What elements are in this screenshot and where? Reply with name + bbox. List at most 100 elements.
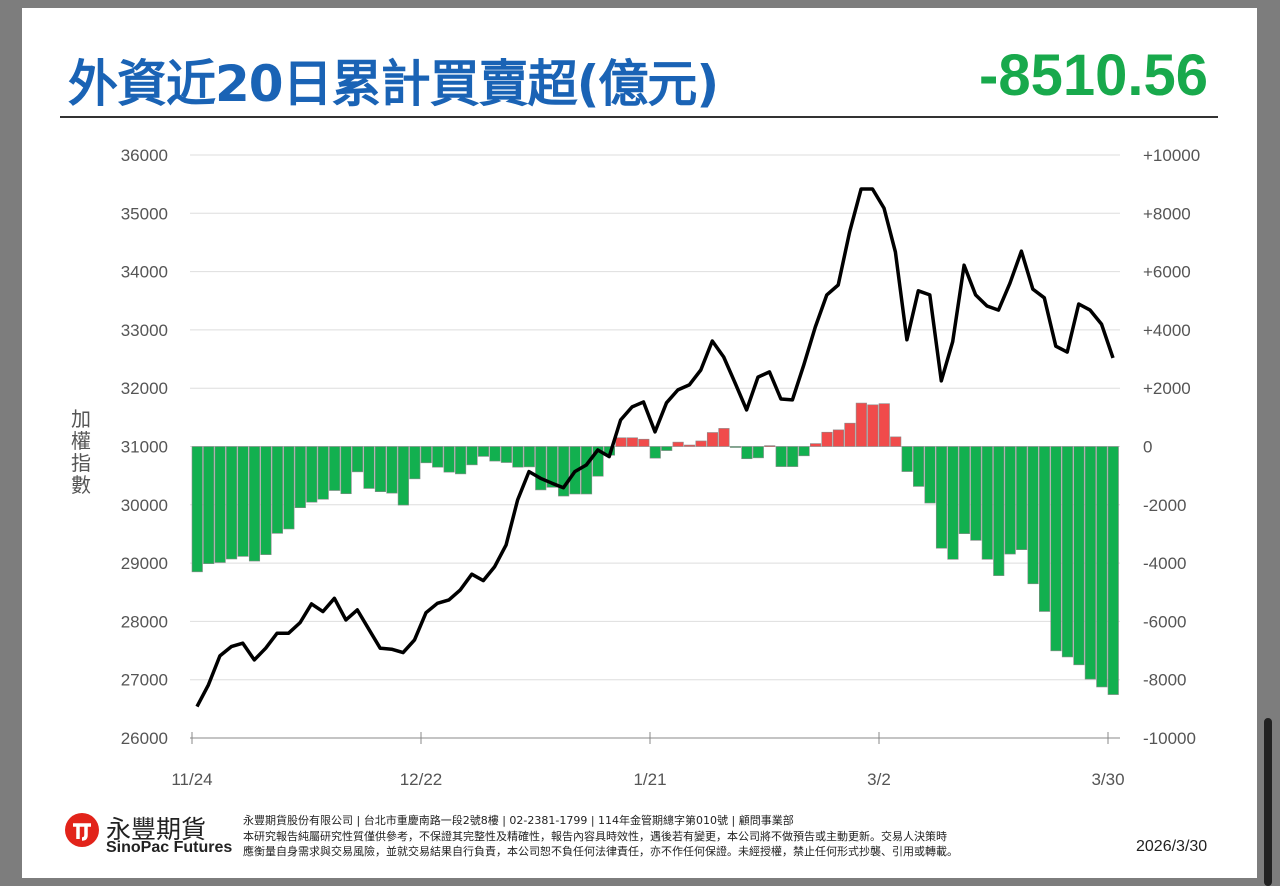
bar-sell: [970, 446, 982, 541]
bar-sell: [523, 446, 535, 468]
bar-sell: [947, 446, 959, 560]
bar-sell: [981, 446, 993, 560]
bar-sell: [592, 446, 604, 477]
left-axis-tick-label: 28000: [121, 612, 168, 631]
bar-sell: [432, 446, 444, 468]
right-axis-tick-label: -8000: [1143, 671, 1186, 690]
bar-buy: [706, 432, 719, 447]
bar-sell: [649, 446, 661, 459]
brand-name-zh: 永豐期貨: [106, 815, 207, 844]
x-axis-tick-label: 12/22: [400, 770, 443, 789]
index-line: [195, 187, 1115, 708]
bar-sell: [580, 446, 593, 495]
bar-sell: [913, 446, 925, 487]
bar-sell: [775, 446, 787, 467]
bar-sell: [237, 446, 249, 557]
bar-sell: [294, 446, 306, 509]
right-axis-tick-label: +4000: [1143, 321, 1191, 340]
bar-sell: [248, 446, 261, 562]
left-axis-tick-label: 31000: [121, 438, 168, 457]
bar-buy: [821, 431, 833, 447]
brand-name-en: SinoPac Futures: [106, 839, 233, 856]
right-axis-tick-label: +6000: [1143, 263, 1191, 282]
bar-buy: [626, 437, 638, 447]
left-axis-tick-label: 34000: [121, 263, 168, 282]
bar-buy: [684, 444, 696, 447]
bar-sell: [477, 446, 490, 457]
bar-buy: [672, 441, 684, 447]
bar-sell: [260, 446, 272, 555]
bar-sell: [317, 446, 329, 500]
left-axis-tick-label: 35000: [121, 204, 168, 223]
bar-sell: [512, 446, 524, 468]
bar-sell: [1061, 446, 1073, 658]
bar-sell: [420, 446, 432, 464]
bar-sell: [741, 446, 753, 460]
bar-sell: [661, 446, 673, 451]
x-axis-tick-label: 3/2: [867, 770, 891, 789]
left-axis-label: 加權指數: [71, 407, 91, 497]
disclaimer-line-2: 應衡量自身需求與交易風險，並就交易結果自行負責，本公司恕不負任何法律責任，亦不作…: [243, 845, 958, 858]
bar-buy: [718, 428, 730, 447]
bar-buy: [855, 402, 867, 447]
bar-sell: [500, 446, 512, 463]
left-axis-tick-label: 33000: [121, 321, 168, 340]
bar-buy: [890, 436, 902, 447]
bar-sell: [558, 446, 570, 497]
right-axis-tick-label: -2000: [1143, 496, 1186, 515]
bar-sell: [1004, 446, 1016, 555]
sinopac-logo-icon: [65, 813, 99, 847]
bar-sell: [1039, 446, 1051, 612]
bar-sell: [351, 446, 364, 473]
left-axis-tick-label: 30000: [121, 496, 168, 515]
title-divider: [60, 116, 1218, 118]
right-axis-tick-label: 0: [1143, 438, 1152, 457]
x-axis-tick-label: 3/30: [1091, 770, 1124, 789]
chart-title: 外資近20日累計買賣超(億元): [68, 55, 719, 113]
company-info: 永豐期貨股份有限公司 | 台北市重慶南路一段2號8樓 | 02-2381-179…: [243, 814, 794, 827]
bar-sell: [1084, 446, 1096, 680]
bar-sell: [958, 446, 970, 534]
bar-sell: [340, 446, 352, 495]
bar-buy: [844, 422, 856, 447]
bar-buy: [638, 438, 650, 447]
bar-sell: [798, 446, 810, 457]
bar-sell: [1107, 446, 1119, 695]
left-axis-tick-label: 27000: [121, 671, 168, 690]
bar-sell: [409, 446, 421, 480]
bar-sell: [1096, 446, 1108, 688]
bar-sell: [787, 446, 799, 467]
chart: 36000 +10000 35000 +8000 34000 +6000 33000 +400…: [121, 146, 1200, 789]
bar-sell: [397, 446, 409, 506]
bar-sell: [535, 446, 547, 491]
bar-buy: [615, 437, 627, 447]
bar-buy: [809, 443, 822, 447]
bar-sell: [1016, 446, 1028, 550]
bar-sell: [226, 446, 238, 560]
bar-sell: [752, 446, 764, 459]
disclaimer-line-1: 本研究報告純屬研究性質僅供參考，不保證其完整性及精確性，報告內容具時效性，遇後若…: [243, 830, 947, 843]
bar-buy: [695, 440, 707, 447]
x-axis-tick-label: 11/24: [171, 770, 212, 789]
bar-buy: [764, 445, 776, 447]
right-axis-tick-label: -10000: [1143, 729, 1196, 748]
right-axis-tick-label: +10000: [1143, 146, 1200, 165]
bar-sell: [386, 446, 398, 494]
bar-sell: [283, 446, 295, 530]
bar-sell: [935, 446, 948, 549]
left-axis-tick-label: 26000: [121, 729, 168, 748]
bar-sell: [901, 446, 913, 472]
bar-sell: [924, 446, 936, 504]
bar-buy: [832, 429, 845, 447]
bar-sell: [271, 446, 283, 534]
bar-sell: [363, 446, 375, 489]
bar-buy: [867, 404, 879, 447]
bar-sell: [374, 446, 387, 492]
x-axis-tick-label: 1/21: [633, 770, 666, 789]
left-axis-tick-label: 32000: [121, 379, 168, 398]
report-date: 2026/3/30: [1136, 838, 1208, 855]
scrollbar[interactable]: [1264, 718, 1272, 886]
left-axis-tick-label: 36000: [121, 146, 168, 165]
bar-sell: [191, 446, 203, 573]
bar-sell: [729, 446, 741, 448]
